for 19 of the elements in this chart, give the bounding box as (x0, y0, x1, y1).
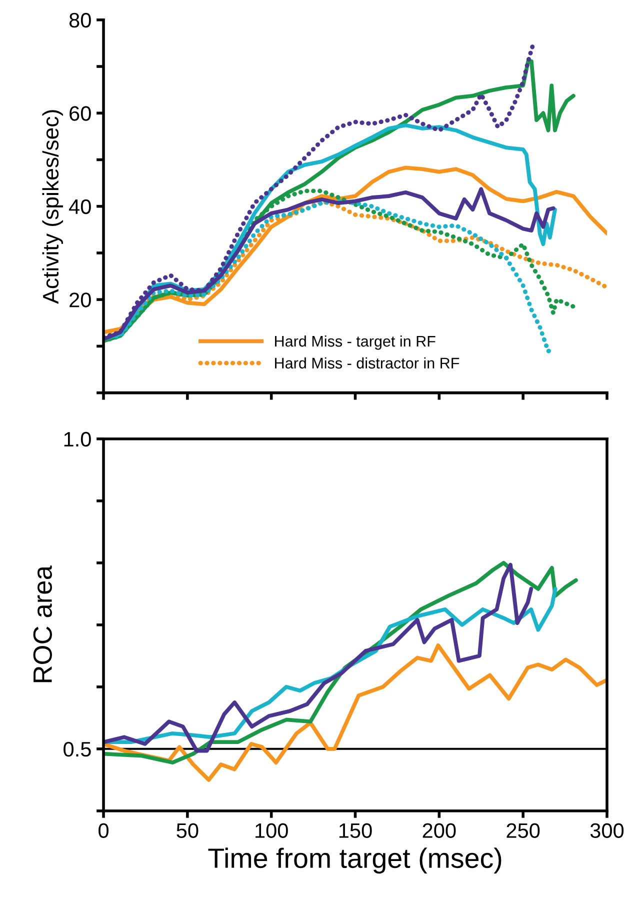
x-tick-label: 100 (256, 823, 288, 838)
x-tick-label: 300 (590, 823, 624, 838)
x-tick-label: 150 (339, 823, 372, 838)
y-tick-label: 0.5 (64, 742, 91, 757)
x-tick-label: 200 (422, 823, 456, 838)
x-tick-label: 50 (176, 823, 198, 838)
y-tick-label: 40 (69, 199, 91, 214)
y-axis-title: ROC area (33, 565, 52, 682)
x-axis-title: Time from target (msec) (208, 848, 502, 874)
y-tick-label: 80 (69, 12, 91, 28)
line-series (104, 562, 534, 753)
y-tick-label: 60 (70, 106, 91, 121)
legend-label: Hard Miss - distractor in RF (275, 357, 460, 369)
y-axis-title: Activity (spikes/sec) (42, 110, 63, 304)
x-tick-label: 250 (506, 823, 540, 838)
y-tick-label: 1.0 (64, 432, 91, 447)
x-tick-label: 0 (98, 823, 108, 838)
legend-label: Hard Miss - target in RF (275, 335, 436, 350)
y-tick-label: 20 (70, 292, 91, 308)
